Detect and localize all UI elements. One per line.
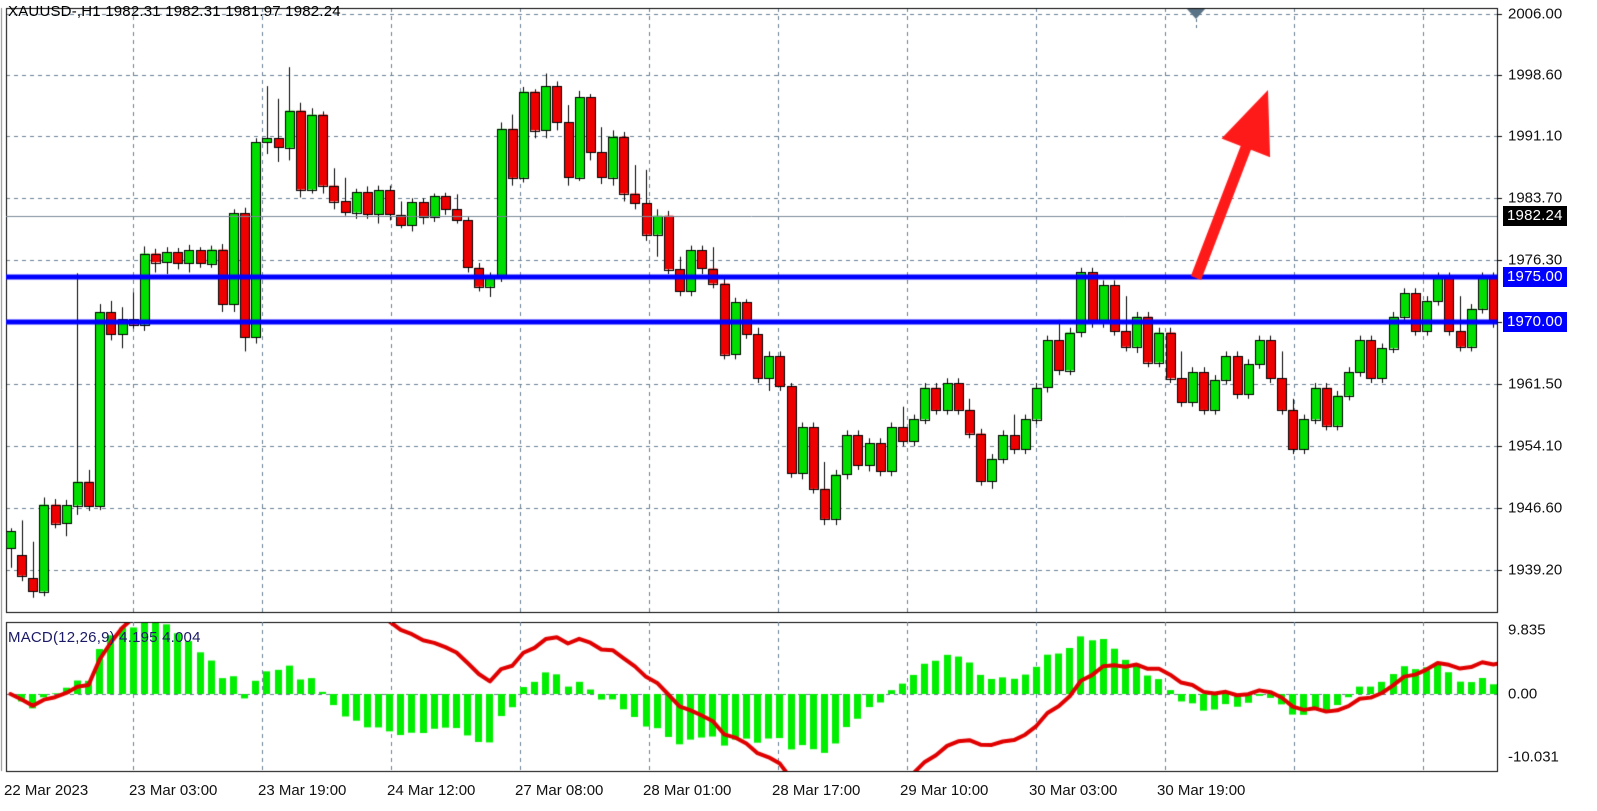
price-level-tag: 1975.00 bbox=[1503, 267, 1567, 287]
price-level-tag: 1970.00 bbox=[1503, 312, 1567, 332]
current-price-tag: 1982.24 bbox=[1503, 206, 1567, 226]
